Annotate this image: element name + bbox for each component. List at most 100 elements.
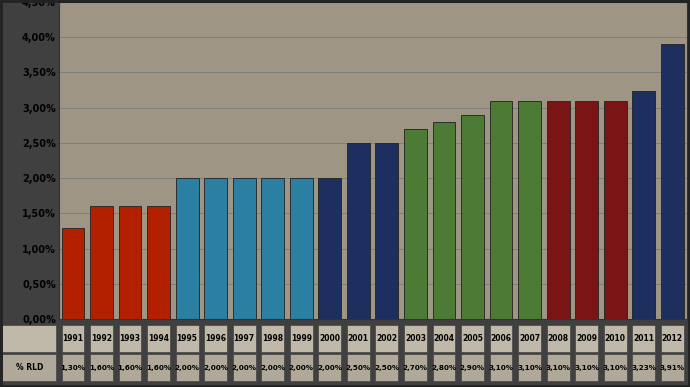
- Text: 1996: 1996: [205, 334, 226, 343]
- Text: 2008: 2008: [548, 334, 569, 343]
- Text: 2012: 2012: [662, 334, 683, 343]
- Bar: [262, 354, 284, 381]
- Bar: [290, 325, 313, 352]
- Text: 2,00%: 2,00%: [203, 365, 228, 370]
- Bar: [632, 91, 656, 319]
- Text: 1991: 1991: [62, 334, 83, 343]
- Bar: [404, 325, 427, 352]
- Bar: [90, 206, 113, 319]
- Bar: [90, 325, 113, 352]
- Text: 1998: 1998: [262, 334, 284, 343]
- Bar: [176, 178, 199, 319]
- Bar: [604, 101, 627, 319]
- Bar: [404, 354, 427, 381]
- Bar: [490, 101, 513, 319]
- Text: 3,10%: 3,10%: [574, 365, 599, 370]
- Text: 3,10%: 3,10%: [489, 365, 513, 370]
- Bar: [233, 178, 255, 319]
- Bar: [318, 354, 342, 381]
- Bar: [262, 178, 284, 319]
- Text: 2004: 2004: [433, 334, 455, 343]
- Text: 2,00%: 2,00%: [260, 365, 285, 370]
- Text: 2003: 2003: [405, 334, 426, 343]
- Bar: [147, 354, 170, 381]
- Text: 2001: 2001: [348, 334, 369, 343]
- Bar: [262, 325, 284, 352]
- Text: 2007: 2007: [519, 334, 540, 343]
- Bar: [233, 354, 255, 381]
- Bar: [518, 325, 541, 352]
- Text: 2,00%: 2,00%: [232, 365, 257, 370]
- Text: 2,90%: 2,90%: [460, 365, 485, 370]
- Text: 2006: 2006: [491, 334, 511, 343]
- Bar: [461, 354, 484, 381]
- Text: 2,00%: 2,00%: [317, 365, 342, 370]
- Text: 1995: 1995: [177, 334, 197, 343]
- Bar: [546, 101, 569, 319]
- Text: 2,70%: 2,70%: [403, 365, 428, 370]
- Bar: [375, 354, 398, 381]
- Text: 3,10%: 3,10%: [546, 365, 571, 370]
- Text: 3,91%: 3,91%: [660, 365, 685, 370]
- Bar: [575, 101, 598, 319]
- Bar: [518, 101, 541, 319]
- Text: 2,00%: 2,00%: [175, 365, 199, 370]
- Bar: [318, 325, 342, 352]
- Text: 2005: 2005: [462, 334, 483, 343]
- Bar: [375, 325, 398, 352]
- Bar: [147, 206, 170, 319]
- Bar: [490, 325, 513, 352]
- Bar: [61, 228, 84, 319]
- Bar: [61, 325, 84, 352]
- Bar: [661, 325, 684, 352]
- Bar: [2, 354, 57, 381]
- Text: 1,60%: 1,60%: [146, 365, 171, 370]
- Bar: [433, 122, 455, 319]
- Text: 1,60%: 1,60%: [89, 365, 114, 370]
- Text: 2,50%: 2,50%: [346, 365, 371, 370]
- Text: 2000: 2000: [319, 334, 340, 343]
- Bar: [233, 325, 255, 352]
- Text: % RLD: % RLD: [16, 363, 43, 372]
- Bar: [546, 325, 569, 352]
- Bar: [176, 354, 199, 381]
- Text: 2,50%: 2,50%: [374, 365, 400, 370]
- Bar: [546, 354, 569, 381]
- Bar: [604, 325, 627, 352]
- Text: 2009: 2009: [576, 334, 597, 343]
- Text: 1997: 1997: [234, 334, 255, 343]
- Text: 2011: 2011: [633, 334, 654, 343]
- Bar: [375, 143, 398, 319]
- Bar: [61, 354, 84, 381]
- Text: 2,80%: 2,80%: [431, 365, 457, 370]
- Bar: [119, 325, 141, 352]
- Text: 1994: 1994: [148, 334, 169, 343]
- Bar: [604, 354, 627, 381]
- Text: 1,60%: 1,60%: [117, 365, 143, 370]
- Bar: [404, 129, 427, 319]
- Bar: [204, 354, 227, 381]
- Text: 1999: 1999: [290, 334, 312, 343]
- Bar: [632, 354, 656, 381]
- Text: 2010: 2010: [604, 334, 626, 343]
- Text: 2,00%: 2,00%: [288, 365, 314, 370]
- Bar: [490, 354, 513, 381]
- Bar: [176, 325, 199, 352]
- Bar: [661, 354, 684, 381]
- Text: 2002: 2002: [376, 334, 397, 343]
- Text: 1993: 1993: [119, 334, 141, 343]
- Bar: [575, 354, 598, 381]
- Bar: [433, 325, 455, 352]
- Text: 3,10%: 3,10%: [517, 365, 542, 370]
- Text: 3,23%: 3,23%: [631, 365, 656, 370]
- Bar: [147, 325, 170, 352]
- Bar: [575, 325, 598, 352]
- Bar: [661, 44, 684, 319]
- Bar: [518, 354, 541, 381]
- Bar: [632, 325, 656, 352]
- Text: 1992: 1992: [91, 334, 112, 343]
- Bar: [2, 325, 57, 352]
- Bar: [461, 325, 484, 352]
- Bar: [347, 143, 370, 319]
- Bar: [347, 354, 370, 381]
